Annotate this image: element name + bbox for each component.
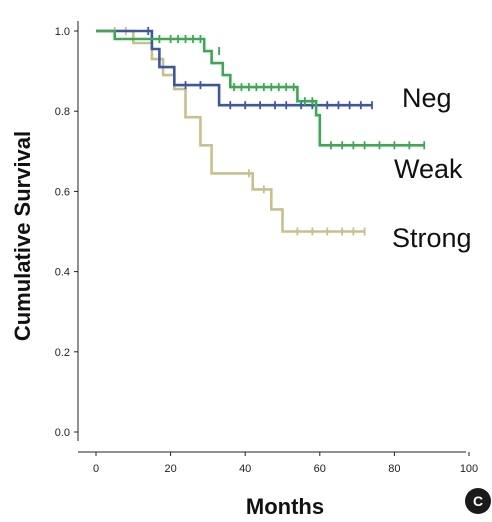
x-axis-title: Months — [246, 494, 324, 519]
series-label-neg: Neg — [402, 83, 452, 113]
y-tick-label: 1.0 — [55, 26, 70, 38]
y-axis-ticks: 0.0 0.2 0.4 0.6 0.8 1.0 — [55, 26, 78, 439]
series-label-weak: Weak — [394, 154, 463, 184]
series-weak — [96, 29, 426, 150]
x-tick-label: 0 — [93, 463, 99, 475]
x-tick-label: 60 — [314, 463, 326, 475]
y-tick-label: 0.6 — [55, 186, 70, 198]
survival-curve-weak — [96, 29, 425, 147]
y-tick-label: 0.8 — [55, 106, 70, 118]
survival-curve-strong — [96, 29, 365, 233]
x-tick-label: 100 — [460, 463, 478, 475]
x-tick-label: 40 — [239, 463, 251, 475]
series-strong — [96, 27, 366, 236]
y-tick-label: 0.4 — [55, 267, 70, 279]
x-axis-ticks: 0 20 40 60 80 100 — [93, 452, 478, 475]
panel-badge-label: C — [473, 493, 483, 509]
panel-badge — [465, 488, 491, 514]
y-tick-label: 0.2 — [55, 347, 70, 359]
y-tick-label: 0.0 — [55, 427, 70, 439]
series-layer — [96, 27, 426, 236]
x-tick-label: 20 — [164, 463, 176, 475]
series-label-strong: Strong — [392, 223, 472, 253]
y-axis-title: Cumulative Survival — [10, 131, 35, 341]
x-tick-label: 80 — [388, 463, 400, 475]
